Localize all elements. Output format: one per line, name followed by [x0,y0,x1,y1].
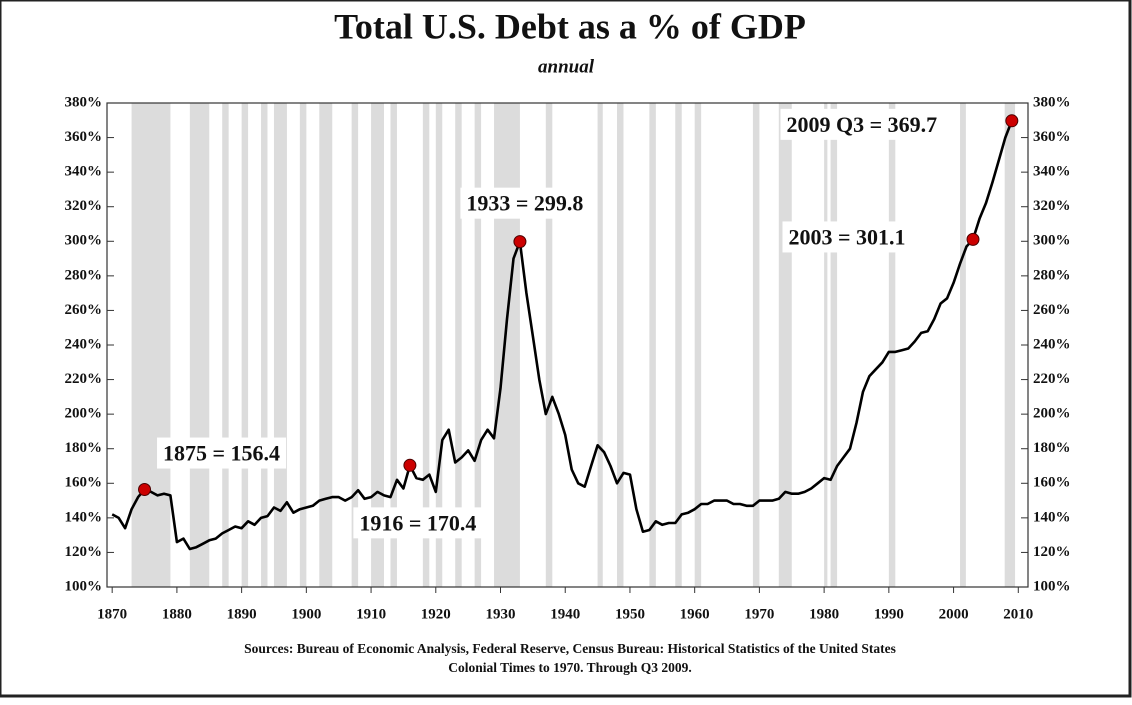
shaded-band [351,103,359,587]
annotation-bg [780,108,944,140]
shaded-band [474,103,482,587]
annotation-point [513,235,527,249]
shaded-band [299,103,307,587]
annotation-point [1005,114,1019,128]
shaded-band [494,103,520,587]
annotation-bg [157,437,287,469]
y-tick-label: 240% [65,336,103,352]
x-tick-label: 1960 [680,606,710,622]
y-tick-label: 100% [65,578,103,594]
x-tick-label: 2010 [1003,606,1033,622]
x-tick-label: 1930 [486,606,516,622]
y-tick-label: 380% [65,94,103,110]
y2-tick-label: 120% [1033,544,1071,560]
annotation-point [138,483,152,497]
chart-title: Total U.S. Debt as a % of GDP [334,6,806,46]
annotation-bg [782,221,912,253]
y2-tick-label: 160% [1033,475,1071,491]
y-tick-label: 180% [65,440,103,456]
shaded-band [435,103,443,587]
y2-tick-label: 180% [1033,440,1071,456]
y2-tick-label: 100% [1033,578,1071,594]
y2-tick-label: 380% [1033,94,1071,110]
y-tick-label: 280% [65,267,103,283]
shaded-band [319,103,333,587]
y-tick-label: 160% [65,475,103,491]
x-tick-label: 1870 [97,606,127,622]
chart-subtitle: annual [538,56,595,77]
y2-tick-label: 240% [1033,336,1071,352]
y-tick-label: 340% [65,164,103,180]
x-tick-label: 1920 [421,606,451,622]
source-note: Sources: Bureau of Economic Analysis, Fe… [244,641,896,656]
shaded-band [371,103,385,587]
x-tick-label: 1950 [615,606,645,622]
x-tick-label: 1940 [550,606,580,622]
shaded-band [1004,103,1016,587]
y2-tick-label: 320% [1033,198,1071,214]
annotation-bg [460,187,590,219]
shaded-band [752,103,760,587]
annotation-bg [353,507,483,539]
shaded-band [222,103,229,587]
y2-tick-label: 140% [1033,509,1071,525]
y2-tick-label: 220% [1033,371,1071,387]
shaded-band [694,103,702,587]
x-tick-label: 1900 [291,606,321,622]
x-tick-label: 1970 [744,606,774,622]
shaded-band [830,103,838,587]
x-tick-label: 1890 [227,606,257,622]
y2-tick-label: 260% [1033,302,1071,318]
shaded-band [390,103,397,587]
shaded-band [597,103,603,587]
x-tick-label: 1910 [356,606,386,622]
y2-tick-label: 340% [1033,164,1071,180]
shaded-band [261,103,268,587]
shaded-band [778,103,792,587]
shaded-band [131,103,171,587]
shaded-band [455,103,462,587]
y-tick-label: 120% [65,544,103,560]
y-tick-label: 260% [65,302,103,318]
shaded-band [649,103,656,587]
x-tick-label: 1980 [809,606,839,622]
annotation-label: 1933 = 299.8 [466,191,583,216]
y-tick-label: 200% [65,406,103,422]
annotation-label: 2003 = 301.1 [788,224,905,249]
y-tick-label: 140% [65,509,103,525]
shaded-band [824,103,828,587]
shaded-band [422,103,430,587]
annotation-label: 1916 = 170.4 [359,510,476,535]
annotation-label: 2009 Q3 = 369.7 [786,112,937,137]
annotation-point [966,232,980,246]
shaded-band [545,103,553,587]
y2-tick-label: 360% [1033,129,1071,145]
annotation-label: 1875 = 156.4 [163,441,280,466]
y-tick-label: 320% [65,198,103,214]
shaded-band [241,103,249,587]
annotation-point [403,458,417,472]
shaded-band [273,103,287,587]
shaded-band [960,103,966,587]
y-tick-label: 300% [65,233,103,249]
source-note: Colonial Times to 1970. Through Q3 2009. [448,660,692,675]
line-series [111,120,1014,551]
y2-tick-label: 300% [1033,233,1071,249]
shaded-band [617,103,624,587]
x-tick-label: 1990 [874,606,904,622]
y-tick-label: 360% [65,129,103,145]
x-tick-label: 2000 [939,606,969,622]
shaded-band [888,103,896,587]
shaded-band [189,103,210,587]
shaded-band [675,103,682,587]
y2-tick-label: 280% [1033,267,1071,283]
y-tick-label: 220% [65,371,103,387]
y2-tick-label: 200% [1033,406,1071,422]
x-tick-label: 1880 [162,606,192,622]
